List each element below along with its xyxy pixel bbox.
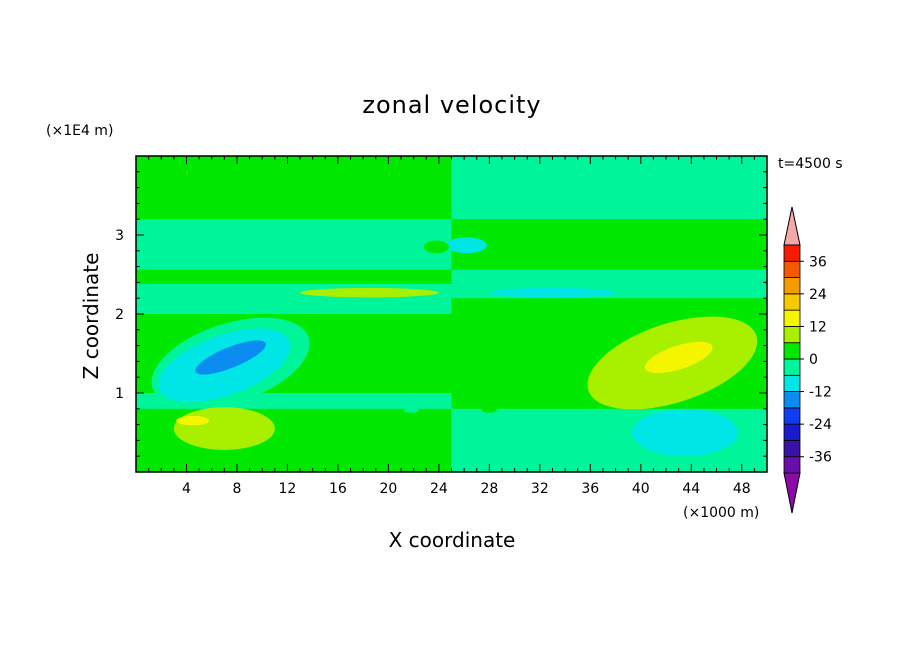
colorbar-swatch <box>783 358 801 376</box>
x-tick-label: 20 <box>379 481 397 497</box>
colorbar-swatch <box>783 277 801 295</box>
time-label: t=4500 s <box>778 156 843 172</box>
colorbar-swatch <box>783 423 801 441</box>
colorbar-tick-label: -12 <box>809 385 832 401</box>
contour-region <box>481 408 497 413</box>
contour-region <box>195 340 266 375</box>
colorbar-swatch <box>783 374 801 392</box>
colorbar-tick-label: 24 <box>809 287 827 303</box>
contour-region <box>644 341 713 374</box>
x-tick-label: 12 <box>279 481 297 497</box>
x-tick-label: 36 <box>581 481 599 497</box>
contour-region <box>678 416 717 428</box>
chart-title: zonal velocity <box>362 91 541 119</box>
contour-region <box>403 408 419 413</box>
y-axis-title: Z coordinate <box>79 253 103 380</box>
colorbar-swatch <box>783 342 801 360</box>
field <box>136 156 767 472</box>
contour-region <box>176 415 210 426</box>
x-axis-title: X coordinate <box>389 528 516 552</box>
y-tick-label: 3 <box>115 228 124 244</box>
colorbar-swatch <box>783 456 801 474</box>
colorbar-swatch <box>783 440 801 458</box>
colorbar-swatch <box>783 326 801 344</box>
colorbar: 36 24 12 0 -12 -24 -36 <box>783 206 832 514</box>
y-tick-label: 1 <box>115 386 124 402</box>
contour-region <box>423 240 449 254</box>
contour-region <box>631 408 738 457</box>
x-tick-label: 48 <box>733 481 751 497</box>
plot-area <box>136 156 767 472</box>
x-tick-label: 40 <box>632 481 650 497</box>
contour-region <box>489 287 616 298</box>
contour-region <box>173 407 275 450</box>
x-tick-label: 44 <box>682 481 700 497</box>
x-tick-label: 28 <box>480 481 498 497</box>
x-tick-label: 4 <box>182 481 191 497</box>
contour-band <box>136 283 452 314</box>
colorbar-tick-label: -36 <box>809 450 832 466</box>
colorbar-swatch <box>783 244 801 262</box>
x-tick-label: 32 <box>531 481 549 497</box>
contour-band <box>136 219 452 270</box>
x-unit-label: (×1000 m) <box>683 505 759 521</box>
x-tick-label: 16 <box>329 481 347 497</box>
contour-region <box>300 287 439 298</box>
colorbar-tick-label: 0 <box>809 352 818 368</box>
colorbar-tick-label: -24 <box>809 417 832 433</box>
colorbar-swatch <box>783 309 801 327</box>
x-tick-label: 8 <box>232 481 241 497</box>
colorbar-tick-label: 36 <box>809 254 827 270</box>
x-tick-label: 24 <box>430 481 448 497</box>
y-tick-label: 2 <box>115 307 124 323</box>
contour-band <box>451 219 767 270</box>
y-unit-label: (×1E4 m) <box>46 123 113 139</box>
colorbar-swatch <box>783 260 801 278</box>
colorbar-over-arrow <box>783 206 801 246</box>
colorbar-swatch <box>783 293 801 311</box>
contour-region <box>446 237 487 254</box>
colorbar-swatch <box>783 407 801 425</box>
colorbar-tick-label: 12 <box>809 319 827 335</box>
colorbar-swatch <box>783 391 801 409</box>
colorbar-under-arrow <box>783 472 801 514</box>
